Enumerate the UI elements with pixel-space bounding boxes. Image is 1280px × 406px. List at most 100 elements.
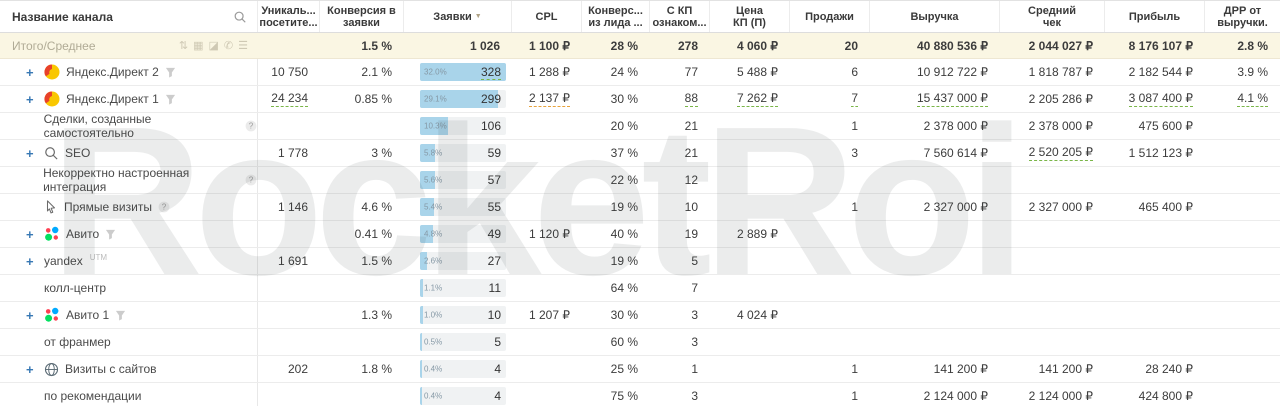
funnel-icon[interactable] xyxy=(165,94,176,105)
expand-button[interactable]: + xyxy=(26,253,34,269)
cell-value[interactable]: 15 437 000 ₽ xyxy=(916,91,988,107)
cell-kp_viewed: 3 xyxy=(650,329,710,355)
column-header-avg_check[interactable]: Средний чек xyxy=(1000,1,1105,32)
cell-cpl xyxy=(512,356,582,382)
leads-bar-fill xyxy=(420,144,436,162)
column-header-conversion_to_leads[interactable]: Конверсия в заявки xyxy=(320,1,404,32)
column-header-conversion_from_lead[interactable]: Конверс... из лида ... xyxy=(582,1,650,32)
cell-kp_price xyxy=(710,140,790,166)
expand-button[interactable]: + xyxy=(26,145,34,161)
column-header-drr[interactable]: ДРР от выручки. xyxy=(1205,1,1280,32)
cell-avg_check: 141 200 ₽ xyxy=(1000,356,1105,382)
phone-icon[interactable]: ✆ xyxy=(223,40,234,52)
totals-toolbar: ⇅ ▦ ◪ ✆ ☰ xyxy=(179,39,248,52)
cell-value: 55 xyxy=(487,200,501,214)
leads-share-label: 10.3% xyxy=(424,121,447,131)
sort-desc-icon[interactable]: ▼ xyxy=(474,12,482,20)
column-header-leads[interactable]: Заявки ▼ xyxy=(404,1,512,32)
cell-value: 12 xyxy=(684,173,698,187)
cell-value[interactable]: 2 520 205 ₽ xyxy=(1028,145,1093,161)
cell-value: 2 205 286 ₽ xyxy=(1028,92,1093,106)
cell-unique_visitors: 1 691 xyxy=(258,248,320,274)
cell-value[interactable]: 24 234 xyxy=(271,91,308,107)
sort-icon[interactable]: ⇅ xyxy=(178,40,189,52)
cell-value: 2 378 000 ₽ xyxy=(1028,119,1093,133)
question-icon[interactable]: ? xyxy=(158,201,170,213)
cell-kp_viewed: 10 xyxy=(650,194,710,220)
leads-bar: 5.8% 59 xyxy=(420,144,506,162)
cell-unique_visitors: 1 778 xyxy=(258,140,320,166)
question-icon[interactable]: ? xyxy=(245,174,257,186)
column-header-sales[interactable]: Продажи xyxy=(790,1,870,32)
cell-cpl: 1 288 ₽ xyxy=(512,59,582,85)
cell-kp_price: 4 024 ₽ xyxy=(710,302,790,328)
column-header-label: из лида ... xyxy=(588,16,643,29)
cell-value[interactable]: 2 137 ₽ xyxy=(529,91,570,107)
channel-name-cell: + Яндекс.Директ 2 xyxy=(0,59,258,85)
cell-sales: 1 xyxy=(790,356,870,382)
cell-value: 1 288 ₽ xyxy=(529,65,570,79)
leads-value: 27 xyxy=(488,254,501,268)
chart-icon[interactable]: ◪ xyxy=(208,40,219,52)
cell-value[interactable]: 7 xyxy=(851,91,858,107)
cell-value: 1.8 % xyxy=(361,362,392,376)
cell-value[interactable]: 4.1 % xyxy=(1237,91,1268,107)
cell-kp_price xyxy=(710,329,790,355)
column-header-revenue[interactable]: Выручка xyxy=(870,1,1000,32)
svg-text:?: ? xyxy=(249,176,254,185)
expand-button[interactable]: + xyxy=(26,64,34,80)
totals-cell-profit: 8 176 107 ₽ xyxy=(1105,33,1205,58)
grid-icon[interactable]: ▦ xyxy=(193,40,204,52)
cell-value: 1 691 xyxy=(277,254,308,268)
cell-value: 6 xyxy=(851,65,858,79)
cell-value: 202 xyxy=(287,362,308,376)
cell-value: 1 120 ₽ xyxy=(529,227,570,241)
cell-unique_visitors: 1 146 xyxy=(258,194,320,220)
column-header-cpl[interactable]: CPL xyxy=(512,1,582,32)
expand-button[interactable]: + xyxy=(26,226,34,242)
cell-conversion_to_leads xyxy=(320,113,404,139)
funnel-icon[interactable] xyxy=(165,67,176,78)
column-header-unique_visitors[interactable]: Уникаль... посетите... xyxy=(258,1,320,32)
cell-sales: 1 xyxy=(790,113,870,139)
expand-button[interactable]: + xyxy=(26,307,34,323)
cell-conversion_to_leads: 1.8 % xyxy=(320,356,404,382)
cell-conversion_from_lead: 20 % xyxy=(582,113,650,139)
cell-sales: 1 xyxy=(790,194,870,220)
search-icon[interactable] xyxy=(233,10,247,24)
channel-name-cell: + yandex UTM xyxy=(0,248,258,274)
leads-bar: 10.3% 106 xyxy=(420,117,506,135)
question-icon[interactable]: ? xyxy=(245,120,257,132)
leads-share-label: 4.8% xyxy=(424,229,443,239)
column-header-channel[interactable]: Название канала xyxy=(0,1,258,32)
seo-icon xyxy=(44,146,59,161)
column-header-profit[interactable]: Прибыль xyxy=(1105,1,1205,32)
svg-text:?: ? xyxy=(162,203,167,212)
cell-profit xyxy=(1105,248,1205,274)
cell-value: 1.3 % xyxy=(361,308,392,322)
totals-cell-kp_viewed: 278 xyxy=(650,33,710,58)
utm-tag: UTM xyxy=(89,252,108,262)
cell-unique_visitors: 10 750 xyxy=(258,59,320,85)
cell-value[interactable]: 7 262 ₽ xyxy=(737,91,778,107)
expand-button[interactable]: + xyxy=(26,361,34,377)
list-icon[interactable]: ☰ xyxy=(238,40,248,52)
cell-kp_viewed: 21 xyxy=(650,113,710,139)
cell-value: 10 912 722 ₽ xyxy=(916,65,988,79)
funnel-icon[interactable] xyxy=(105,229,116,240)
cell-kp_price xyxy=(710,113,790,139)
cell-value[interactable]: 88 xyxy=(684,91,698,107)
column-header-kp_viewed[interactable]: С КП ознаком... xyxy=(650,1,710,32)
funnel-icon[interactable] xyxy=(115,310,126,321)
cell-value[interactable]: 328 xyxy=(480,65,501,80)
cell-value: 77 xyxy=(684,65,698,79)
cell-value[interactable]: 3 087 400 ₽ xyxy=(1128,91,1193,107)
expand-button[interactable]: + xyxy=(26,91,34,107)
cell-drr xyxy=(1205,248,1280,274)
cell-drr xyxy=(1205,140,1280,166)
column-header-kp_price[interactable]: Цена КП (П) xyxy=(710,1,790,32)
totals-value: 1 100 ₽ xyxy=(529,38,570,53)
leads-value: 106 xyxy=(481,119,501,133)
leads-bar: 1.0% 10 xyxy=(420,306,506,324)
cell-drr: 3.9 % xyxy=(1205,59,1280,85)
